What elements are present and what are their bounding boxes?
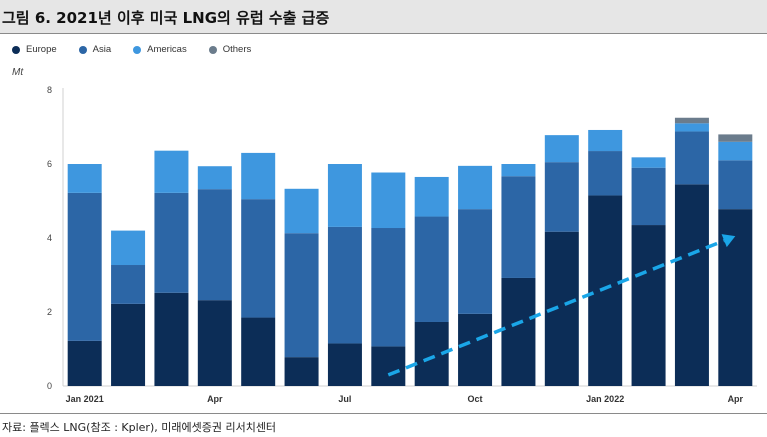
bar-americas [111, 230, 146, 266]
bar-americas [458, 165, 493, 210]
bar-asia [458, 209, 493, 314]
bar-americas [327, 164, 362, 227]
x-tick-label: Jul [338, 394, 351, 404]
bar-europe [241, 317, 276, 386]
bar-asia [631, 167, 666, 226]
bar-americas [154, 150, 189, 193]
bar-americas [631, 157, 666, 168]
bar-europe [371, 346, 406, 386]
bar-asia [327, 226, 362, 344]
bar-americas [501, 164, 536, 177]
legend-item-asia: Asia [78, 44, 112, 55]
bar-asia [718, 160, 753, 210]
bar-europe [111, 303, 146, 386]
bar-europe [588, 195, 623, 386]
y-tick-label: 4 [47, 233, 52, 243]
chart-title: 그림 6. 2021년 이후 미국 LNG의 유럽 수출 급증 [2, 9, 330, 27]
bar-americas [718, 141, 753, 161]
bar-asia [501, 176, 536, 278]
y-tick-label: 2 [47, 307, 52, 317]
x-tick-label: Apr [728, 394, 744, 404]
bar-europe [631, 225, 666, 386]
legend-label-americas: Americas [147, 44, 187, 55]
bar-americas [588, 129, 623, 152]
legend-label-europe: Europe [26, 44, 57, 55]
y-tick-label: 6 [47, 159, 52, 169]
source-divider [0, 413, 767, 414]
bar-asia [284, 233, 319, 358]
legend: Europe Asia Americas Others [12, 44, 251, 55]
x-tick-label: Oct [468, 394, 483, 404]
x-tick-label: Jan 2021 [66, 394, 104, 404]
bar-europe [284, 357, 319, 386]
bar-asia [414, 216, 449, 322]
bar-asia [544, 162, 579, 232]
bar-europe [501, 277, 536, 386]
legend-label-others: Others [222, 44, 252, 55]
bar-americas [67, 164, 102, 193]
bar-americas [197, 166, 232, 190]
bar-asia [371, 228, 406, 347]
bar-americas [371, 172, 406, 229]
bar-americas [544, 135, 579, 163]
bar-asia [197, 189, 232, 301]
bar-others [674, 117, 709, 124]
legend-item-europe: Europe [12, 44, 57, 55]
legend-item-others: Others [208, 44, 252, 55]
bar-asia [67, 192, 102, 341]
source-note: 자료: 플렉스 LNG(참조 : Kpler), 미래에셋증권 리서치센터 [2, 421, 277, 434]
bar-asia [241, 199, 276, 318]
legend-item-americas: Americas [133, 44, 187, 55]
trend-arrow-line [387, 238, 725, 377]
legend-swatch-asia [78, 45, 87, 54]
legend-swatch-others [208, 45, 217, 54]
bar-americas [241, 152, 276, 200]
bar-asia [111, 265, 146, 304]
y-unit-label: Mt [12, 67, 24, 78]
bar-europe [327, 343, 362, 386]
y-tick-label: 0 [47, 381, 52, 391]
bar-americas [284, 188, 319, 234]
legend-swatch-americas [133, 45, 142, 54]
bar-asia [588, 151, 623, 196]
y-tick-label: 8 [47, 85, 52, 95]
bar-asia [674, 131, 709, 185]
bar-europe [458, 313, 493, 386]
legend-swatch-europe [12, 45, 20, 54]
trend-arrow-head [721, 234, 736, 248]
bar-europe [197, 300, 232, 386]
bar-others [718, 134, 753, 142]
bar-americas [674, 123, 709, 132]
bar-europe [154, 292, 189, 386]
bar-asia [154, 192, 189, 293]
x-tick-label: Apr [207, 394, 223, 404]
legend-label-asia: Asia [92, 44, 112, 55]
bar-europe [67, 340, 102, 386]
x-tick-label: Jan 2022 [586, 394, 624, 404]
bar-europe [674, 184, 709, 386]
bar-americas [414, 176, 449, 217]
title-bar: 그림 6. 2021년 이후 미국 LNG의 유럽 수출 급증 [0, 0, 767, 34]
